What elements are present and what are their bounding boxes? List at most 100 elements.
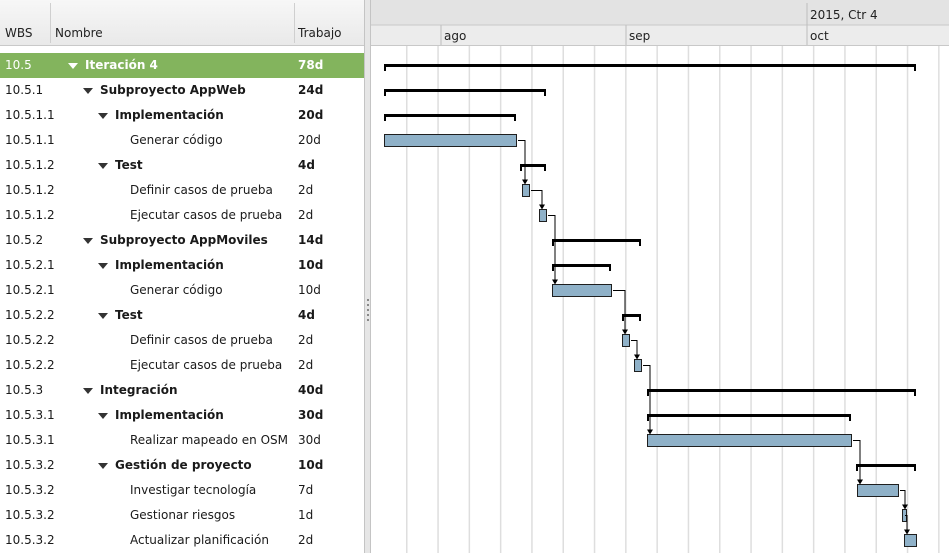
summary-bar-cap bbox=[552, 239, 554, 246]
week-gridline bbox=[468, 46, 471, 553]
column-divider[interactable] bbox=[294, 3, 295, 43]
task-row[interactable]: 10.5.3.1 Realizar mapeado en OSM 30d bbox=[0, 428, 364, 453]
task-name: Generar código bbox=[130, 283, 223, 297]
summary-bar-cap bbox=[622, 314, 624, 321]
task-bar[interactable] bbox=[904, 534, 917, 547]
task-row[interactable]: 10.5.3.2 Gestión de proyecto 10d bbox=[0, 453, 364, 478]
dependency-arrow-icon bbox=[904, 529, 910, 535]
task-name: Implementación bbox=[115, 108, 224, 122]
task-row[interactable]: 10.5.1.2 Definir casos de prueba 2d bbox=[0, 178, 364, 203]
dependency-arrow-icon bbox=[902, 504, 908, 510]
task-bar[interactable] bbox=[857, 484, 899, 497]
expand-toggle-icon[interactable] bbox=[98, 463, 108, 469]
summary-bar[interactable] bbox=[856, 464, 916, 467]
summary-bar[interactable] bbox=[520, 164, 546, 167]
expand-toggle-icon[interactable] bbox=[98, 313, 108, 319]
dependency-line bbox=[631, 340, 638, 355]
dependency-line bbox=[518, 140, 526, 180]
task-wbs: 10.5.3.2 bbox=[5, 458, 55, 472]
task-row[interactable]: 10.5.2.2 Test 4d bbox=[0, 303, 364, 328]
task-bar[interactable] bbox=[647, 434, 852, 447]
task-work: 10d bbox=[298, 258, 324, 272]
summary-bar-cap bbox=[544, 164, 546, 171]
column-header-wbs[interactable]: WBS bbox=[5, 26, 33, 40]
summary-bar[interactable] bbox=[647, 389, 916, 392]
dependency-arrow-icon bbox=[552, 279, 558, 285]
dependency-line bbox=[531, 190, 543, 205]
task-name: Ejecutar casos de prueba bbox=[130, 358, 283, 372]
summary-bar[interactable] bbox=[552, 264, 611, 267]
task-bar[interactable] bbox=[634, 359, 642, 372]
task-bar[interactable] bbox=[622, 334, 630, 347]
task-bar[interactable] bbox=[384, 134, 517, 147]
task-row[interactable]: 10.5.1.1 Implementación 20d bbox=[0, 103, 364, 128]
task-row[interactable]: 10.5.3 Integración 40d bbox=[0, 378, 364, 403]
summary-bar[interactable] bbox=[384, 114, 516, 117]
grip-dot bbox=[367, 304, 369, 306]
dependency-line bbox=[853, 440, 861, 480]
task-wbs: 10.5.2.1 bbox=[5, 283, 55, 297]
task-name: Definir casos de prueba bbox=[130, 183, 273, 197]
summary-bar[interactable] bbox=[647, 414, 851, 417]
summary-bar-cap bbox=[856, 464, 858, 471]
expand-toggle-icon[interactable] bbox=[83, 238, 93, 244]
dependency-arrow-icon bbox=[634, 354, 640, 360]
task-name: Integración bbox=[100, 383, 178, 397]
week-gridline bbox=[593, 46, 596, 553]
expand-toggle-icon[interactable] bbox=[68, 63, 78, 69]
task-name: Subproyecto AppMoviles bbox=[100, 233, 268, 247]
task-row[interactable]: 10.5.1.1 Generar código 20d bbox=[0, 128, 364, 153]
column-header-work[interactable]: Trabajo bbox=[298, 26, 342, 40]
task-row[interactable]: 10.5.2 Subproyecto AppMoviles 14d bbox=[0, 228, 364, 253]
task-row[interactable]: 10.5.3.2 Actualizar planificación 2d bbox=[0, 528, 364, 553]
task-work: 10d bbox=[298, 283, 321, 297]
timeline-month-label: ago bbox=[444, 29, 466, 43]
task-row[interactable]: 10.5.1 Subproyecto AppWeb 24d bbox=[0, 78, 364, 103]
grip-dot bbox=[367, 319, 369, 321]
task-row[interactable]: 10.5.3.2 Gestionar riesgos 1d bbox=[0, 503, 364, 528]
task-row[interactable]: 10.5.3.2 Investigar tecnología 7d bbox=[0, 478, 364, 503]
summary-bar[interactable] bbox=[622, 314, 641, 317]
summary-bar[interactable] bbox=[384, 64, 916, 67]
summary-bar-cap bbox=[384, 89, 386, 96]
task-name: Implementación bbox=[115, 408, 224, 422]
task-work: 20d bbox=[298, 108, 324, 122]
task-work: 40d bbox=[298, 383, 324, 397]
summary-bar[interactable] bbox=[384, 89, 546, 92]
week-gridline bbox=[406, 46, 408, 553]
expand-toggle-icon[interactable] bbox=[98, 263, 108, 269]
task-row[interactable]: 10.5.2.2 Ejecutar casos de prueba 2d bbox=[0, 353, 364, 378]
expand-toggle-icon[interactable] bbox=[98, 113, 108, 119]
expand-toggle-icon[interactable] bbox=[83, 388, 93, 394]
column-header-name[interactable]: Nombre bbox=[55, 26, 103, 40]
summary-bar-cap bbox=[520, 164, 522, 171]
week-gridline bbox=[687, 46, 690, 553]
task-row[interactable]: 10.5.2.1 Implementación 10d bbox=[0, 253, 364, 278]
pane-splitter[interactable] bbox=[364, 0, 371, 553]
task-row[interactable]: 10.5.3.1 Implementación 30d bbox=[0, 403, 364, 428]
task-work: 2d bbox=[298, 183, 314, 197]
expand-toggle-icon[interactable] bbox=[83, 88, 93, 94]
summary-bar[interactable] bbox=[552, 239, 641, 242]
column-divider[interactable] bbox=[50, 3, 51, 43]
task-row[interactable]: 10.5.2.2 Definir casos de prueba 2d bbox=[0, 328, 364, 353]
task-bar[interactable] bbox=[552, 284, 612, 297]
task-row[interactable]: 10.5.2.1 Generar código 10d bbox=[0, 278, 364, 303]
week-gridline bbox=[812, 46, 815, 553]
task-bar[interactable] bbox=[522, 184, 530, 197]
task-bar[interactable] bbox=[539, 209, 547, 222]
task-name: Realizar mapeado en OSM bbox=[130, 433, 288, 447]
task-name: Implementación bbox=[115, 258, 224, 272]
gantt-chart: 2015, Ctr 4 ago sep oct bbox=[371, 0, 949, 553]
task-row[interactable]: 10.5.1.2 Ejecutar casos de prueba 2d bbox=[0, 203, 364, 228]
week-gridline bbox=[625, 46, 627, 553]
task-row[interactable]: 10.5.1.2 Test 4d bbox=[0, 153, 364, 178]
task-work: 2d bbox=[298, 533, 314, 547]
expand-toggle-icon[interactable] bbox=[98, 413, 108, 419]
expand-toggle-icon[interactable] bbox=[98, 163, 108, 169]
task-wbs: 10.5.2.2 bbox=[5, 308, 55, 322]
week-gridline bbox=[906, 46, 909, 553]
summary-bar-cap bbox=[647, 389, 649, 396]
task-row[interactable]: 10.5 Iteración 4 78d bbox=[0, 53, 364, 78]
dependency-line bbox=[613, 290, 626, 330]
